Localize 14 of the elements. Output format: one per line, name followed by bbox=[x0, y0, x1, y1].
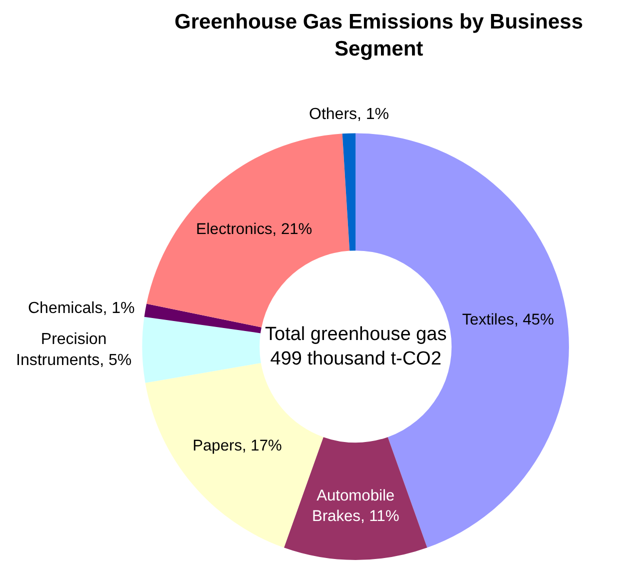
donut-slice bbox=[284, 437, 428, 560]
chart-title: Greenhouse Gas Emissions by Business Segment bbox=[174, 10, 584, 61]
slice-label: Precision Instruments, 5% bbox=[16, 331, 132, 369]
donut-slice bbox=[144, 304, 262, 334]
slice-label: Textiles, 45% bbox=[462, 312, 554, 329]
slice-label: Automobile Brakes, 11% bbox=[312, 488, 400, 525]
text: Total greenhouse gas 499 thousand t-CO2 bbox=[265, 324, 447, 370]
donut-slice bbox=[146, 134, 350, 328]
slice-label: Electronics, 21% bbox=[196, 221, 312, 238]
donut-slice bbox=[142, 316, 261, 383]
slice-label: Papers, 17% bbox=[192, 438, 282, 455]
slice-label: Chemicals, 1% bbox=[28, 300, 135, 317]
slice-label: Others, 1% bbox=[309, 106, 390, 123]
donut-slice bbox=[342, 133, 356, 251]
